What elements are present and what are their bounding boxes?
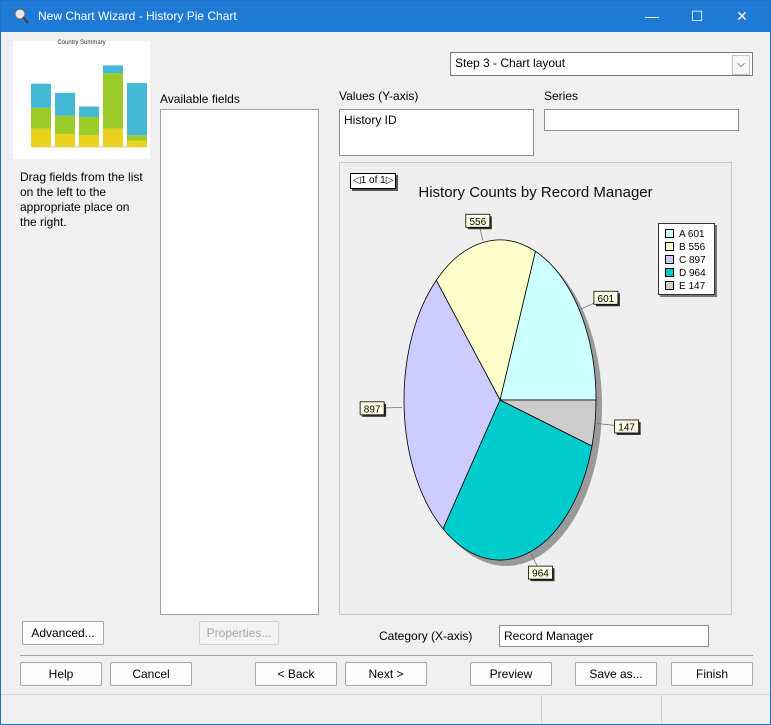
close-button[interactable]: ✕ <box>736 8 748 24</box>
instructions-text: Drag fields from the list on the left to… <box>20 170 143 229</box>
legend-item: E 147 <box>665 281 705 293</box>
chevron-down-icon[interactable]: ⌵ <box>732 55 750 75</box>
pie-chart: 601 556 897 964 147 <box>359 213 641 582</box>
title-bar[interactable]: New Chart Wizard - History Pie Chart — ☐… <box>1 1 770 32</box>
pie-data-label: 556 <box>469 217 486 228</box>
thumbnail-plot <box>31 65 147 148</box>
legend-swatch <box>665 242 674 251</box>
maximize-button[interactable]: ☐ <box>690 8 704 24</box>
chart-thumbnail: Country Summary <box>13 40 150 159</box>
values-axis-item[interactable]: History ID <box>344 113 397 127</box>
prev-page-icon[interactable]: ◁ <box>353 175 361 186</box>
legend-item: D 964 <box>665 268 706 280</box>
thumbnail-title: Country Summary <box>57 40 106 46</box>
pie-slice <box>403 279 501 530</box>
help-button[interactable]: Help <box>20 662 102 686</box>
step-select-value: Step 3 - Chart layout <box>455 56 566 70</box>
thumbnail-bar <box>31 83 51 108</box>
pie-slice <box>499 399 597 447</box>
properties-button[interactable]: Properties... <box>199 621 279 645</box>
save-as-button[interactable]: Save as... <box>575 662 657 686</box>
advanced-button[interactable]: Advanced... <box>22 621 104 645</box>
legend-swatch <box>665 229 674 238</box>
thumbnail-bar <box>55 133 75 147</box>
category-axis-label: Category (X-axis) <box>379 629 473 643</box>
chart-pager[interactable]: ◁1 of 1▷ <box>350 173 397 189</box>
next-button[interactable]: Next > <box>345 662 427 686</box>
back-button[interactable]: < Back <box>255 662 337 686</box>
pie-slice <box>435 239 536 402</box>
pie-slice <box>442 399 593 561</box>
next-page-icon[interactable]: ▷ <box>385 175 394 186</box>
app-icon <box>14 8 29 24</box>
category-axis-item[interactable]: Record Manager <box>504 629 594 643</box>
pie-data-label: 147 <box>618 422 635 433</box>
thumbnail-bar <box>31 128 51 147</box>
legend-label: C 897 <box>679 255 706 266</box>
thumbnail-bar <box>55 115 75 134</box>
legend-item: B 556 <box>665 242 705 254</box>
thumbnail-bar <box>103 73 123 129</box>
pie-data-label: 964 <box>532 569 549 580</box>
legend-item: C 897 <box>665 255 706 267</box>
thumbnail-bar <box>103 65 123 74</box>
legend-swatch <box>665 268 674 277</box>
pie-data-label: 601 <box>598 294 615 305</box>
thumbnail-bar <box>127 140 147 147</box>
window-title: New Chart Wizard - History Pie Chart <box>38 9 237 23</box>
thumbnail-bar <box>79 135 99 147</box>
chart-legend: A 601 B 556 C 897 D 964 E 147 <box>658 223 715 295</box>
thumbnail-bar <box>103 128 123 147</box>
divider <box>20 655 753 656</box>
pie-label-box <box>359 401 385 416</box>
available-fields-list[interactable] <box>160 109 319 615</box>
legend-label: A 601 <box>679 229 705 240</box>
status-bar <box>1 694 770 724</box>
thumbnail-bar <box>79 116 99 136</box>
legend-label: E 147 <box>679 281 706 292</box>
legend-label: D 964 <box>679 268 706 279</box>
available-fields-label: Available fields <box>160 92 240 106</box>
pie-slice <box>499 250 597 401</box>
thumbnail-bar <box>127 135 147 141</box>
category-axis-drop-zone[interactable]: Record Manager <box>499 625 709 647</box>
series-drop-zone[interactable] <box>544 109 739 131</box>
chart-preview: ◁1 of 1▷ History Counts by Record Manage… <box>339 162 732 615</box>
legend-label: B 556 <box>679 242 706 253</box>
finish-button[interactable]: Finish <box>671 662 753 686</box>
step-select[interactable]: Step 3 - Chart layout ⌵ <box>450 52 753 76</box>
preview-button[interactable]: Preview <box>470 662 552 686</box>
thumbnail-bar <box>79 106 99 117</box>
thumbnail-bar <box>55 92 75 116</box>
thumbnail-bar <box>127 83 147 136</box>
legend-swatch <box>665 255 674 264</box>
pie-label-box <box>614 419 640 434</box>
status-divider <box>541 695 542 724</box>
thumbnail-bar <box>31 107 51 129</box>
legend-swatch <box>665 281 674 290</box>
legend-item: A 601 <box>665 229 705 241</box>
pie-data-label: 897 <box>364 404 381 415</box>
pie-label-box <box>465 213 491 228</box>
values-axis-drop-zone[interactable]: History ID <box>339 109 534 156</box>
values-axis-label: Values (Y-axis) <box>339 89 419 103</box>
status-divider <box>661 695 662 724</box>
series-label: Series <box>544 89 579 103</box>
minimize-button[interactable]: — <box>645 8 659 24</box>
chart-title: History Counts by Record Manager <box>418 184 653 201</box>
pie-label-box <box>528 565 553 580</box>
pie-label-box <box>593 290 619 305</box>
cancel-button[interactable]: Cancel <box>110 662 192 686</box>
pager-text: 1 of 1 <box>360 175 386 186</box>
